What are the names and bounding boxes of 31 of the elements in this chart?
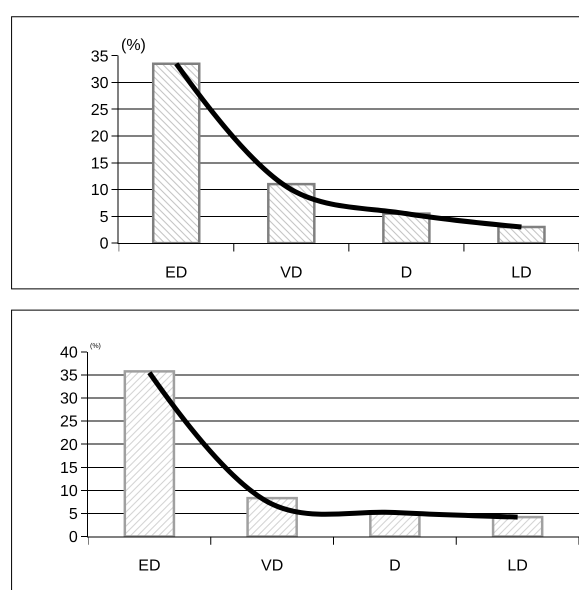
y-tick-label: 20	[60, 436, 78, 454]
x-tick-label: D	[400, 264, 412, 282]
y-tick-label: 10	[60, 482, 78, 500]
y-tick-label: 40	[60, 344, 78, 362]
x-tick-label: VD	[261, 558, 284, 575]
x-tick-label: ED	[138, 558, 160, 575]
y-tick-label: 10	[90, 182, 109, 200]
y-axis-title: (%)	[121, 37, 146, 54]
y-tick-label: 15	[90, 155, 109, 172]
bar	[124, 370, 176, 536]
bar	[497, 226, 546, 244]
y-tick-label: 25	[90, 102, 109, 119]
y-tick-label: 5	[68, 506, 78, 523]
bar	[267, 182, 316, 244]
x-tick-label: LD	[511, 264, 532, 282]
y-tick-label: 30	[90, 75, 109, 92]
y-tick-label: 25	[60, 414, 78, 431]
y-tick-label: 35	[90, 48, 109, 66]
y-tick-label: 0	[68, 529, 78, 546]
y-tick-label: 35	[60, 368, 78, 385]
bar	[492, 516, 544, 536]
y-tick-label: 30	[60, 390, 78, 408]
x-tick-label: VD	[280, 264, 302, 282]
y-tick-label: 20	[90, 128, 109, 146]
bar	[152, 62, 200, 244]
x-tick-label: D	[389, 558, 401, 575]
y-tick-label: 5	[100, 208, 109, 226]
x-tick-label: LD	[507, 558, 528, 575]
y-tick-label: 0	[100, 236, 109, 253]
y-tick-label: 15	[60, 460, 78, 477]
x-tick-label: ED	[165, 264, 188, 282]
